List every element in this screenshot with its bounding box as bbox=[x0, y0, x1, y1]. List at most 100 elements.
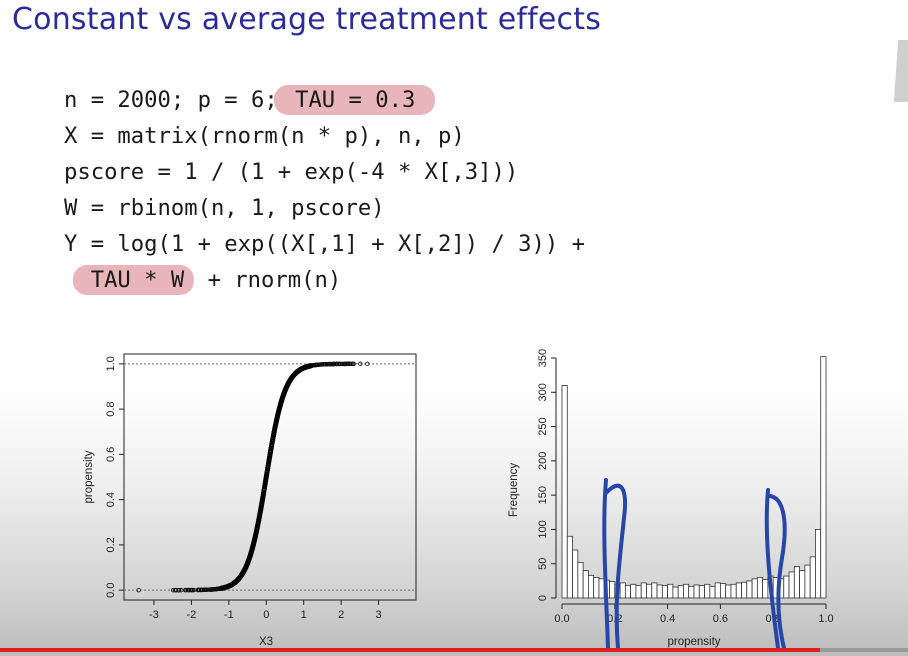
code-text: n = 2000; p = 6; bbox=[64, 87, 278, 113]
handwritten-mark-right bbox=[764, 488, 787, 648]
histogram-bar bbox=[630, 583, 637, 599]
y-tick-label: 0.0 bbox=[105, 583, 117, 598]
code-line-1: n = 2000; p = 6; TAU = 0.3 bbox=[64, 82, 585, 118]
histogram-bar bbox=[624, 585, 632, 599]
histogram-bar bbox=[656, 584, 663, 599]
data-point bbox=[365, 361, 370, 367]
code-line-4: W = rbinom(n, 1, pscore) bbox=[64, 195, 385, 221]
data-point bbox=[338, 361, 344, 367]
data-point bbox=[170, 587, 176, 593]
data-point bbox=[358, 361, 363, 367]
histogram-bar bbox=[572, 549, 579, 599]
histogram-bar bbox=[815, 529, 822, 599]
histogram-bar bbox=[719, 583, 727, 599]
histogram-bar bbox=[609, 581, 616, 599]
histogram-bar bbox=[593, 577, 600, 599]
histogram-bar bbox=[704, 583, 711, 599]
data-point bbox=[350, 361, 356, 367]
x-tick-label: -2 bbox=[186, 609, 196, 621]
code-line-3: pscore = 1 / (1 + exp(-4 * X[,3])) bbox=[64, 159, 519, 185]
data-point bbox=[349, 361, 354, 367]
histogram-bar bbox=[661, 585, 669, 599]
histogram-bar bbox=[698, 585, 705, 599]
histogram-bar bbox=[799, 570, 806, 599]
histogram-bar bbox=[693, 584, 700, 599]
x-tick-label: 0.6 bbox=[713, 613, 728, 625]
highlighted-treatment-term: TAU * W bbox=[72, 265, 195, 295]
data-point bbox=[262, 483, 268, 489]
y-tick-label: 0 bbox=[537, 595, 549, 601]
histogram-bar bbox=[809, 556, 816, 599]
histogram-bar bbox=[566, 535, 573, 599]
y-tick-label: 350 bbox=[537, 349, 549, 367]
code-line-5: Y = log(1 + exp((X[,1] + X[,2]) / 3)) + bbox=[64, 231, 585, 257]
histogram-bar bbox=[741, 581, 748, 599]
histogram-bar bbox=[783, 575, 790, 599]
histogram-bar bbox=[635, 585, 642, 599]
data-point bbox=[214, 586, 219, 592]
data-point bbox=[347, 361, 353, 367]
y-tick-label: 300 bbox=[537, 383, 549, 401]
code-line-2: X = matrix(rnorm(n * p), n, p) bbox=[64, 123, 465, 149]
x-tick-label: 0.0 bbox=[554, 613, 569, 625]
histogram-bar bbox=[640, 582, 647, 599]
data-point bbox=[203, 587, 208, 593]
data-point bbox=[319, 362, 325, 367]
histogram-bar bbox=[588, 574, 595, 599]
x-tick-label: 1.0 bbox=[818, 613, 833, 625]
data-point bbox=[263, 474, 269, 480]
y-tick-label: 150 bbox=[537, 486, 549, 504]
histogram-bar bbox=[577, 561, 584, 599]
data-point bbox=[327, 361, 333, 367]
histogram-bar bbox=[667, 583, 674, 599]
y-tick-label: 1.0 bbox=[105, 356, 117, 371]
x-tick-label: 1 bbox=[301, 609, 307, 621]
code-text: + rnorm(n) bbox=[194, 267, 342, 293]
propensity-histogram: 0.0 0.2 0.4 0.6 0.8 1.0050100150200250300350 … bbox=[508, 349, 834, 648]
data-point bbox=[330, 361, 335, 367]
histogram-bar bbox=[725, 584, 732, 599]
y-axis-label: propensity bbox=[83, 450, 95, 503]
y-tick-label: 0.4 bbox=[105, 492, 117, 507]
x-tick-label: 0 bbox=[263, 609, 269, 621]
slide-title: Constant vs average treatment effects bbox=[12, 2, 602, 37]
data-point bbox=[334, 361, 339, 367]
data-point bbox=[174, 587, 179, 593]
video-progress-bar bbox=[0, 648, 820, 652]
data-point bbox=[183, 587, 189, 593]
data-point bbox=[263, 476, 269, 482]
histogram-bar bbox=[751, 578, 758, 599]
histogram-bar bbox=[788, 571, 795, 599]
x-tick-label: -1 bbox=[224, 609, 234, 621]
highlighted-tau-assignment: TAU = 0.3 bbox=[273, 85, 436, 115]
data-point bbox=[332, 361, 338, 367]
x-tick-label: 2 bbox=[338, 609, 344, 621]
histogram-bar bbox=[762, 579, 769, 599]
y-axis-label: Frequency bbox=[508, 463, 520, 518]
histogram-bar bbox=[646, 583, 653, 599]
video-progress-remaining bbox=[820, 648, 908, 652]
histogram-bar bbox=[651, 582, 658, 599]
data-point bbox=[208, 587, 214, 592]
histogram-bar bbox=[619, 582, 626, 599]
histogram-bar bbox=[561, 385, 568, 599]
data-point bbox=[313, 362, 319, 368]
histogram-bar bbox=[672, 586, 679, 599]
histogram-bar bbox=[735, 582, 742, 599]
data-point bbox=[261, 485, 267, 491]
histogram-bar bbox=[714, 582, 721, 599]
data-point bbox=[264, 467, 270, 473]
handwritten-mark-left bbox=[602, 478, 627, 648]
y-tick-label: 0.2 bbox=[105, 537, 117, 552]
histogram-bar bbox=[820, 356, 827, 599]
data-point bbox=[262, 478, 269, 485]
histogram-bar bbox=[598, 578, 605, 599]
histogram-bar bbox=[756, 577, 764, 599]
histogram-bar bbox=[677, 585, 684, 599]
data-point bbox=[308, 363, 314, 369]
x-tick-label: -3 bbox=[149, 609, 159, 621]
data-point bbox=[322, 362, 327, 367]
data-point bbox=[264, 472, 270, 478]
data-point bbox=[342, 361, 348, 367]
code-block: n = 2000; p = 6; TAU = 0.3 X = matrix(rn… bbox=[64, 82, 585, 298]
